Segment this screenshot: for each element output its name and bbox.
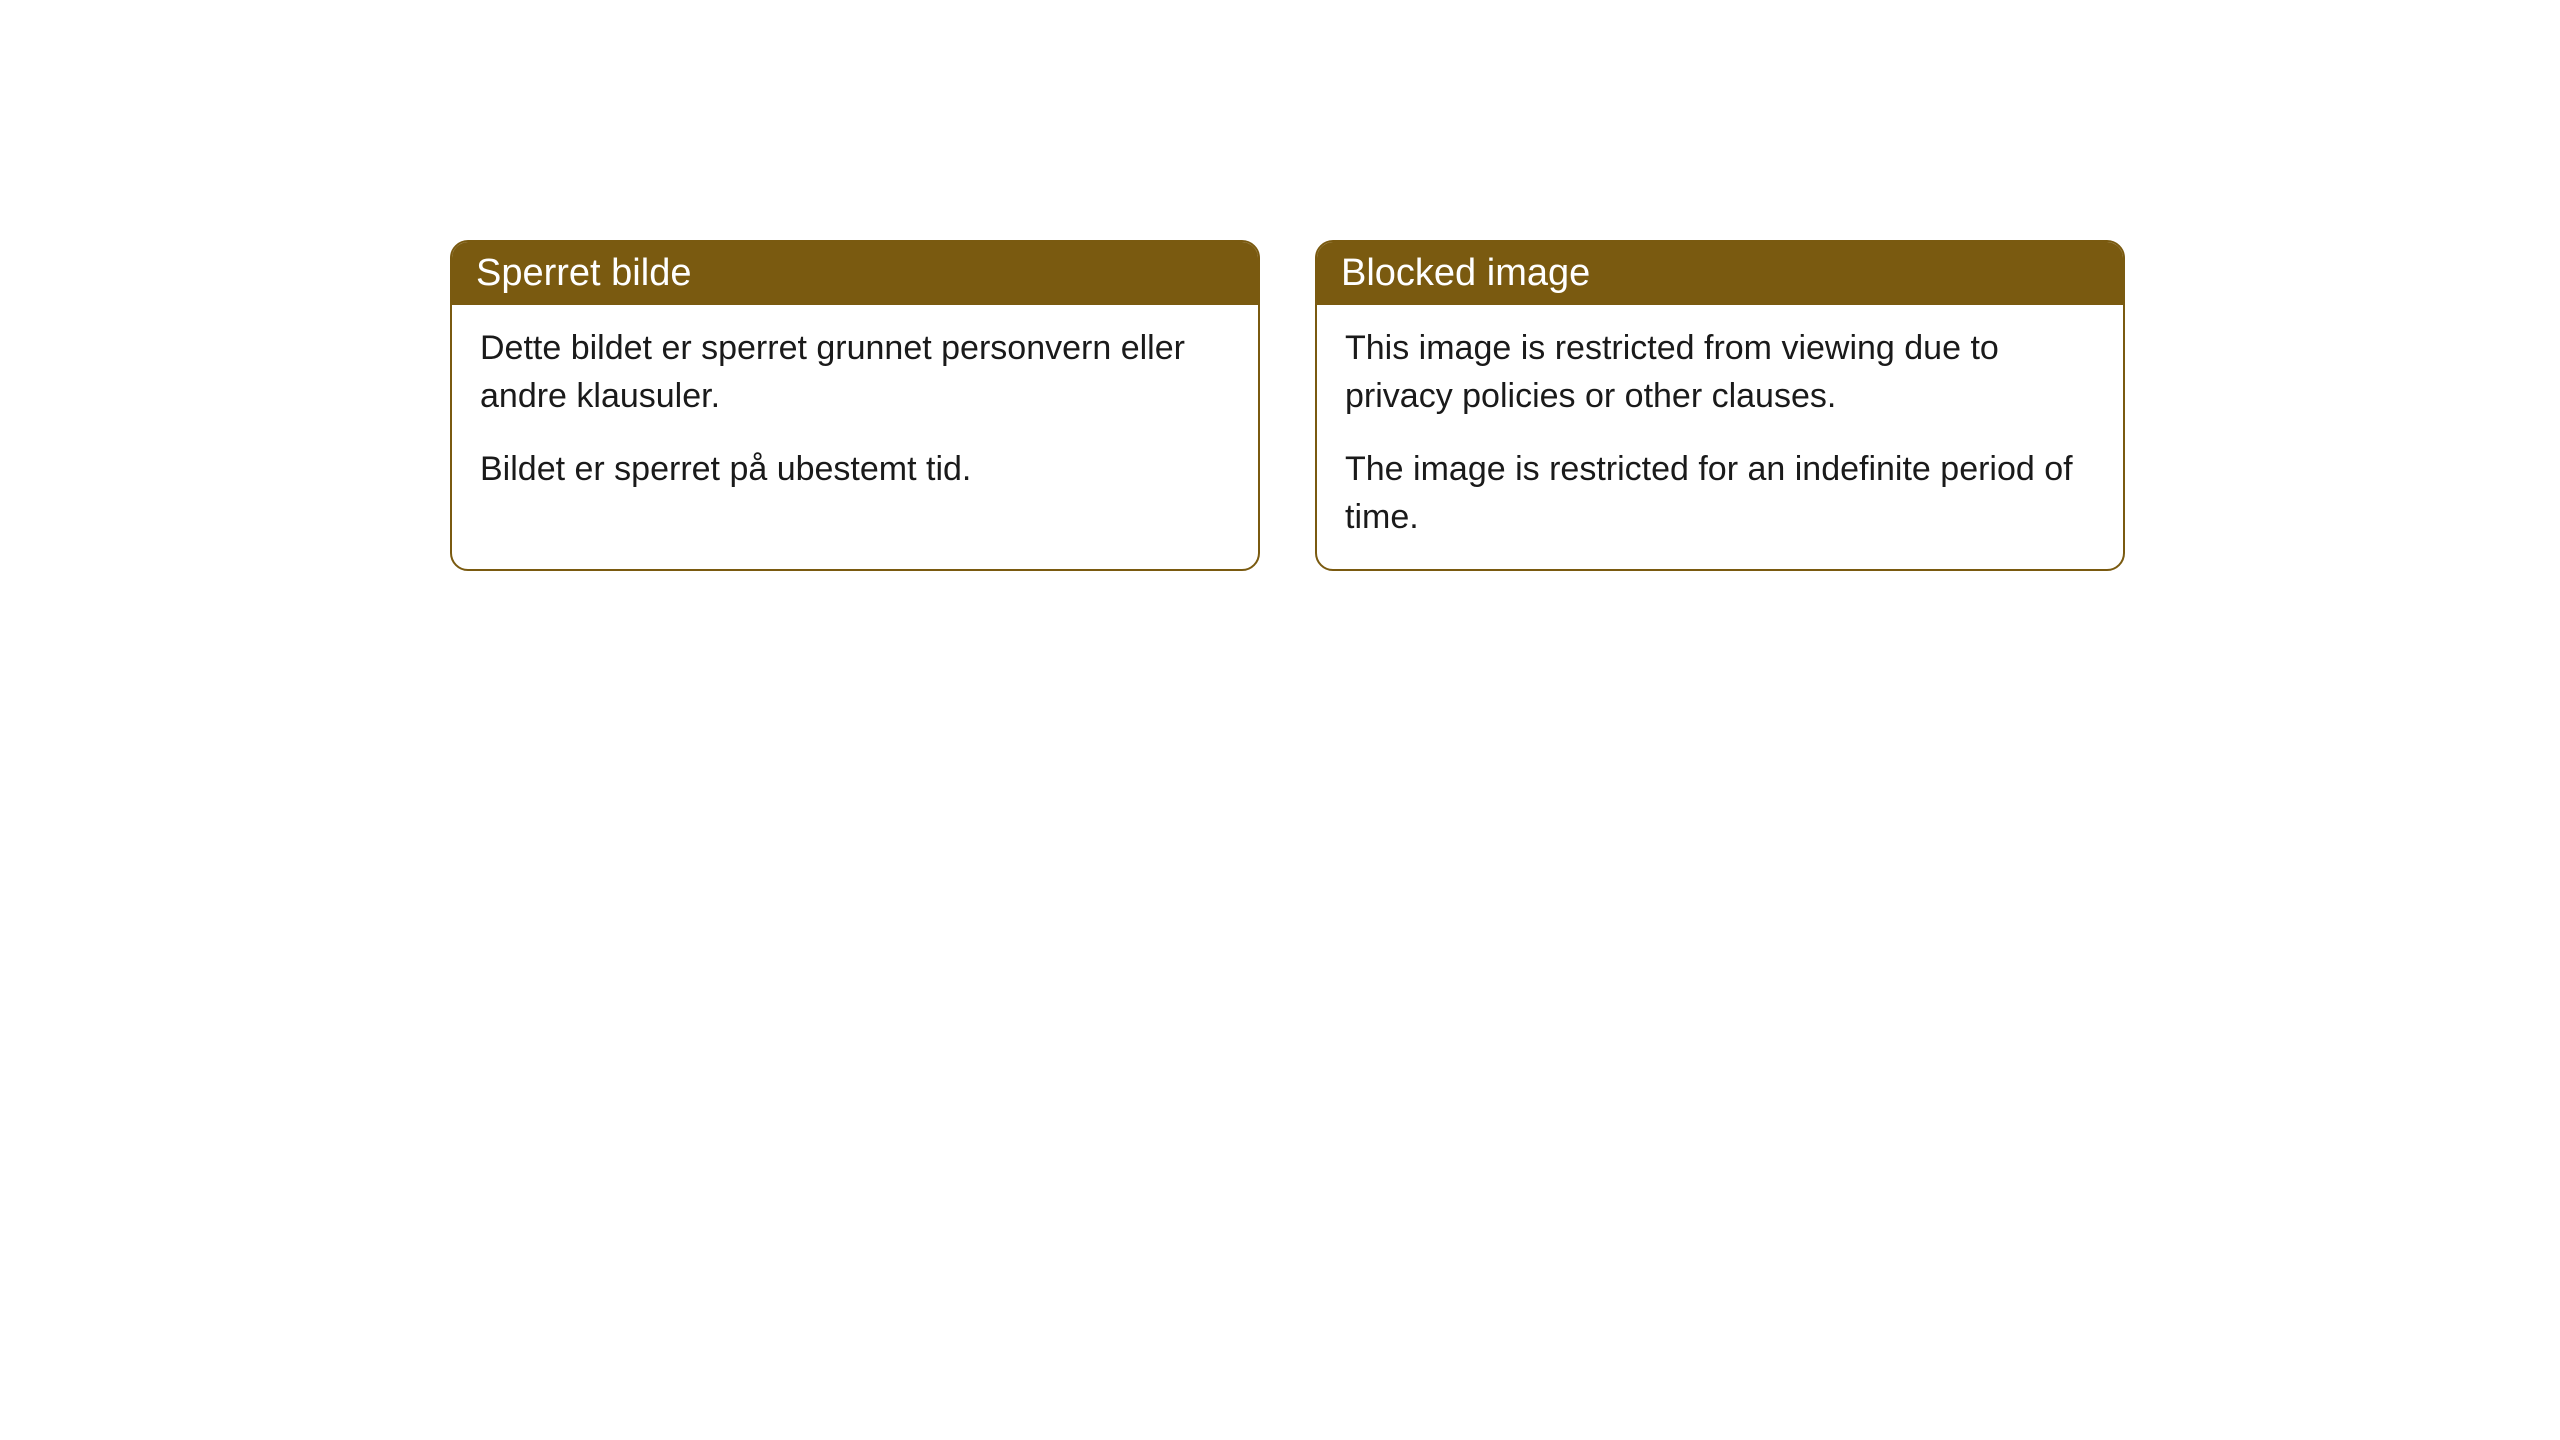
card-title: Sperret bilde: [476, 252, 691, 294]
card-title: Blocked image: [1341, 252, 1590, 294]
card-body-norwegian: Dette bildet er sperret grunnet personve…: [452, 305, 1258, 522]
card-paragraph-2: Bildet er sperret på ubestemt tid.: [480, 446, 1230, 494]
card-body-english: This image is restricted from viewing du…: [1317, 305, 2123, 569]
blocked-image-card-norwegian: Sperret bilde Dette bildet er sperret gr…: [450, 240, 1260, 571]
blocked-image-card-english: Blocked image This image is restricted f…: [1315, 240, 2125, 571]
cards-container: Sperret bilde Dette bildet er sperret gr…: [450, 240, 2125, 571]
card-paragraph-1: This image is restricted from viewing du…: [1345, 325, 2095, 420]
card-header-english: Blocked image: [1317, 242, 2123, 305]
card-header-norwegian: Sperret bilde: [452, 242, 1258, 305]
card-paragraph-1: Dette bildet er sperret grunnet personve…: [480, 325, 1230, 420]
card-paragraph-2: The image is restricted for an indefinit…: [1345, 446, 2095, 541]
